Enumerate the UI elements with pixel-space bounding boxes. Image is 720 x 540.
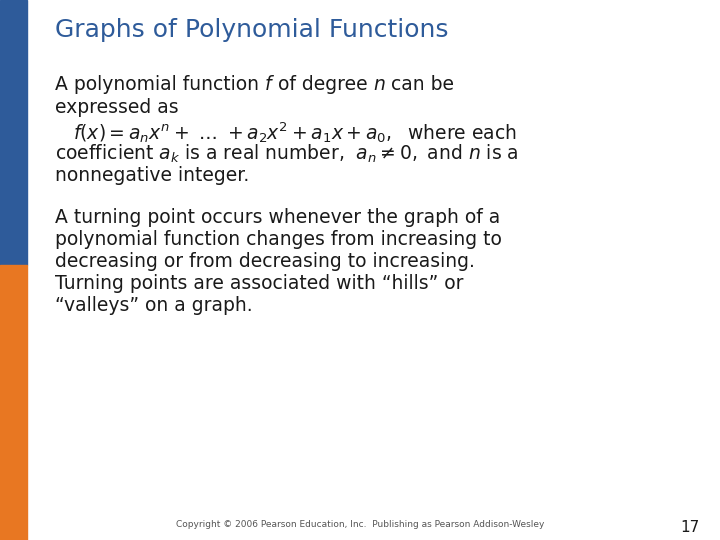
Text: Graphs of Polynomial Functions: Graphs of Polynomial Functions	[55, 18, 449, 42]
Text: $f(x) = a_nx^n +\ \ldots\ + a_2x^2 + a_1x + a_0,$  where each: $f(x) = a_nx^n +\ \ldots\ + a_2x^2 + a_1…	[73, 120, 517, 145]
Text: f: f	[265, 75, 271, 94]
Text: decreasing or from decreasing to increasing.: decreasing or from decreasing to increas…	[55, 252, 475, 271]
Bar	[0, 265, 27, 540]
Text: polynomial function changes from increasing to: polynomial function changes from increas…	[55, 230, 502, 249]
Text: Turning points are associated with “hills” or: Turning points are associated with “hill…	[55, 274, 464, 293]
Bar	[0, 0, 27, 265]
Text: n: n	[373, 75, 385, 94]
Text: nonnegative integer.: nonnegative integer.	[55, 166, 249, 185]
Text: “valleys” on a graph.: “valleys” on a graph.	[55, 296, 253, 315]
Text: A polynomial function: A polynomial function	[55, 75, 265, 94]
Text: 17: 17	[680, 520, 700, 535]
Text: Copyright © 2006 Pearson Education, Inc.  Publishing as Pearson Addison-Wesley: Copyright © 2006 Pearson Education, Inc.…	[176, 520, 544, 529]
Text: can be: can be	[385, 75, 454, 94]
Text: coefficient $a_k$ is a real number,  $a_n \neq 0,$ and $n$ is a: coefficient $a_k$ is a real number, $a_n…	[55, 143, 518, 165]
Text: A turning point occurs whenever the graph of a: A turning point occurs whenever the grap…	[55, 208, 500, 227]
Text: of degree: of degree	[271, 75, 373, 94]
Text: expressed as: expressed as	[55, 98, 179, 117]
